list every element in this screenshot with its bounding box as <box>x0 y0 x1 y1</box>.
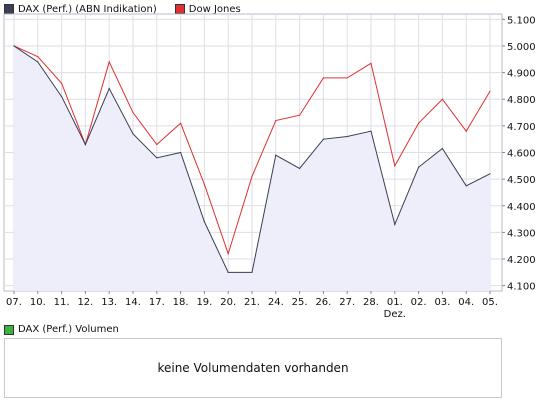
x-tick-label: 05. <box>482 297 498 308</box>
x-tick-label: 24. <box>268 297 284 308</box>
dow-point-11 <box>275 119 277 122</box>
dax-point-8 <box>203 221 205 223</box>
y-tick-label: 4.500 <box>507 175 536 186</box>
x-tick-label: 13. <box>101 297 117 308</box>
dax-point-3 <box>84 143 86 146</box>
legend-label-dax: DAX (Perf.) (ABN Indikation) <box>18 3 157 15</box>
y-tick-label: 5.000 <box>507 42 536 53</box>
dow-point-15 <box>370 62 372 64</box>
dax-point-0 <box>13 45 15 47</box>
dax-point-16 <box>394 223 396 226</box>
dow-point-18 <box>441 98 443 100</box>
dax-point-10 <box>251 271 253 273</box>
x-tick-label: 27. <box>339 297 355 308</box>
dax-point-6 <box>156 157 158 159</box>
dax-point-4 <box>108 87 110 90</box>
y-tick-label: 4.200 <box>507 255 536 266</box>
legend-label-volume: DAX (Perf.) Volumen <box>18 324 119 335</box>
volume-empty-message: keine Volumendaten vorhanden <box>157 361 349 375</box>
dow-point-12 <box>299 114 301 116</box>
dow-point-14 <box>346 77 348 79</box>
x-tick-label: 02. <box>411 297 427 308</box>
y-tick-label: 4.600 <box>507 149 536 160</box>
volume-panel: keine Volumendaten vorhanden <box>4 338 502 398</box>
legend-label-dow: Dow Jones <box>188 3 241 15</box>
dow-point-20 <box>489 90 491 92</box>
price-chart: 5.100 5.000 4.900 4.800 4.700 4.600 4.500 4.400… <box>3 13 536 320</box>
volume-legend: DAX (Perf.) Volumen <box>4 324 119 335</box>
dax-point-20 <box>489 173 491 175</box>
dow-point-9 <box>227 253 229 255</box>
dow-point-17 <box>418 122 420 124</box>
x-tick-label: 25. <box>292 297 308 308</box>
dow-point-2 <box>61 82 63 84</box>
dow-point-16 <box>394 165 396 167</box>
dow-point-4 <box>108 61 110 63</box>
dax-point-17 <box>418 166 420 168</box>
legend-swatch-volume <box>4 324 14 335</box>
y-tick-label: 4.300 <box>507 228 536 239</box>
x-tick-label: 26. <box>315 297 331 308</box>
dow-point-6 <box>156 143 158 146</box>
dow-point-5 <box>132 111 134 114</box>
y-tick-label: 5.100 <box>507 15 536 26</box>
y-tick-label: 4.800 <box>507 95 536 106</box>
dow-point-1 <box>37 56 39 58</box>
dax-point-15 <box>370 130 372 132</box>
dow-point-10 <box>251 175 253 178</box>
dow-point-19 <box>465 130 467 132</box>
dax-point-14 <box>346 135 348 138</box>
x-tick-label: 12. <box>77 297 93 308</box>
dax-point-12 <box>299 167 301 170</box>
x-tick-label: 21. <box>244 297 260 308</box>
dax-point-9 <box>227 271 229 273</box>
x-tick-label: 20. <box>220 297 236 308</box>
x-tick-label: 07. <box>6 297 22 308</box>
dax-area-fill <box>14 45 490 291</box>
dow-point-8 <box>203 183 205 186</box>
x-tick-label: 04. <box>458 297 474 308</box>
x-tick-label: 19. <box>196 297 212 308</box>
x-tick-label: 03. <box>434 297 450 308</box>
y-tick-label: 4.100 <box>507 282 536 293</box>
x-tick-label: 10. <box>30 297 46 308</box>
dax-point-13 <box>322 138 324 140</box>
y-tick-label: 4.900 <box>507 69 536 80</box>
dax-point-19 <box>465 185 467 187</box>
x-tick-sublabel: Dez. <box>384 309 406 320</box>
dax-point-18 <box>441 147 443 150</box>
x-tick-label: 01. <box>387 297 403 308</box>
y-tick-label: 4.700 <box>507 122 536 133</box>
dax-point-7 <box>180 151 182 154</box>
x-tick-label: 14. <box>125 297 141 308</box>
dax-point-11 <box>275 154 277 156</box>
dow-point-13 <box>322 77 324 79</box>
x-tick-label: 28. <box>363 297 379 308</box>
x-tick-label: 11. <box>54 297 70 308</box>
dax-point-2 <box>61 95 63 98</box>
x-tick-label: 18. <box>173 297 189 308</box>
dax-point-1 <box>37 61 39 63</box>
x-tick-label: 17. <box>149 297 165 308</box>
dax-point-5 <box>132 133 134 135</box>
y-tick-label: 4.400 <box>507 202 536 213</box>
dow-point-7 <box>180 122 182 124</box>
